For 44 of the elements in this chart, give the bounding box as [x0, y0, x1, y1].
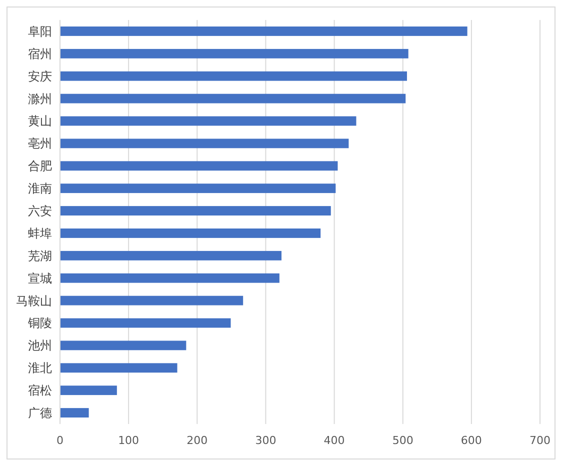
bar	[60, 340, 186, 350]
y-tick-label: 池州	[28, 338, 52, 353]
x-tick-label: 100	[118, 434, 140, 447]
x-tick-label: 500	[392, 434, 414, 447]
y-tick-label: 六安	[28, 204, 52, 218]
y-tick-label: 黄山	[28, 114, 52, 128]
y-tick-label: 安庆	[28, 69, 52, 84]
bar	[60, 116, 356, 126]
y-tick-label: 马鞍山	[16, 294, 52, 308]
bar	[60, 363, 178, 373]
y-tick-label: 铜陵	[27, 316, 52, 330]
y-tick-label: 淮南	[28, 182, 52, 196]
y-tick-label: 宣城	[28, 271, 52, 286]
y-tick-label: 蚌埠	[28, 226, 52, 240]
y-tick-label: 宿州	[28, 46, 52, 61]
x-tick-label: 400	[324, 434, 345, 447]
bar	[60, 26, 468, 36]
y-tick-label: 亳州	[28, 136, 52, 151]
y-tick-label: 滁州	[28, 92, 52, 106]
y-tick-label: 淮北	[28, 361, 52, 376]
x-tick-label: 200	[186, 434, 208, 447]
bar	[60, 161, 338, 171]
x-tick-label: 300	[255, 434, 276, 447]
y-tick-label: 合肥	[28, 159, 52, 174]
y-tick-label: 芜湖	[28, 248, 52, 263]
x-tick-label: 0	[56, 434, 64, 447]
bar	[60, 408, 89, 418]
bar	[60, 318, 231, 328]
bar	[60, 273, 280, 283]
bar	[60, 184, 336, 194]
bar	[60, 206, 331, 216]
y-tick-label: 宿松	[28, 384, 52, 398]
bar	[60, 228, 321, 238]
bar	[60, 296, 244, 306]
x-tick-label: 600	[460, 434, 482, 447]
bar	[60, 138, 349, 148]
bar	[60, 71, 407, 81]
x-tick-label: 700	[530, 434, 550, 447]
bar	[60, 250, 282, 260]
bar	[60, 386, 117, 396]
y-tick-label: 广德	[28, 406, 52, 420]
bar	[60, 48, 408, 58]
y-tick-label: 阜阳	[28, 24, 52, 38]
bar	[60, 94, 406, 104]
